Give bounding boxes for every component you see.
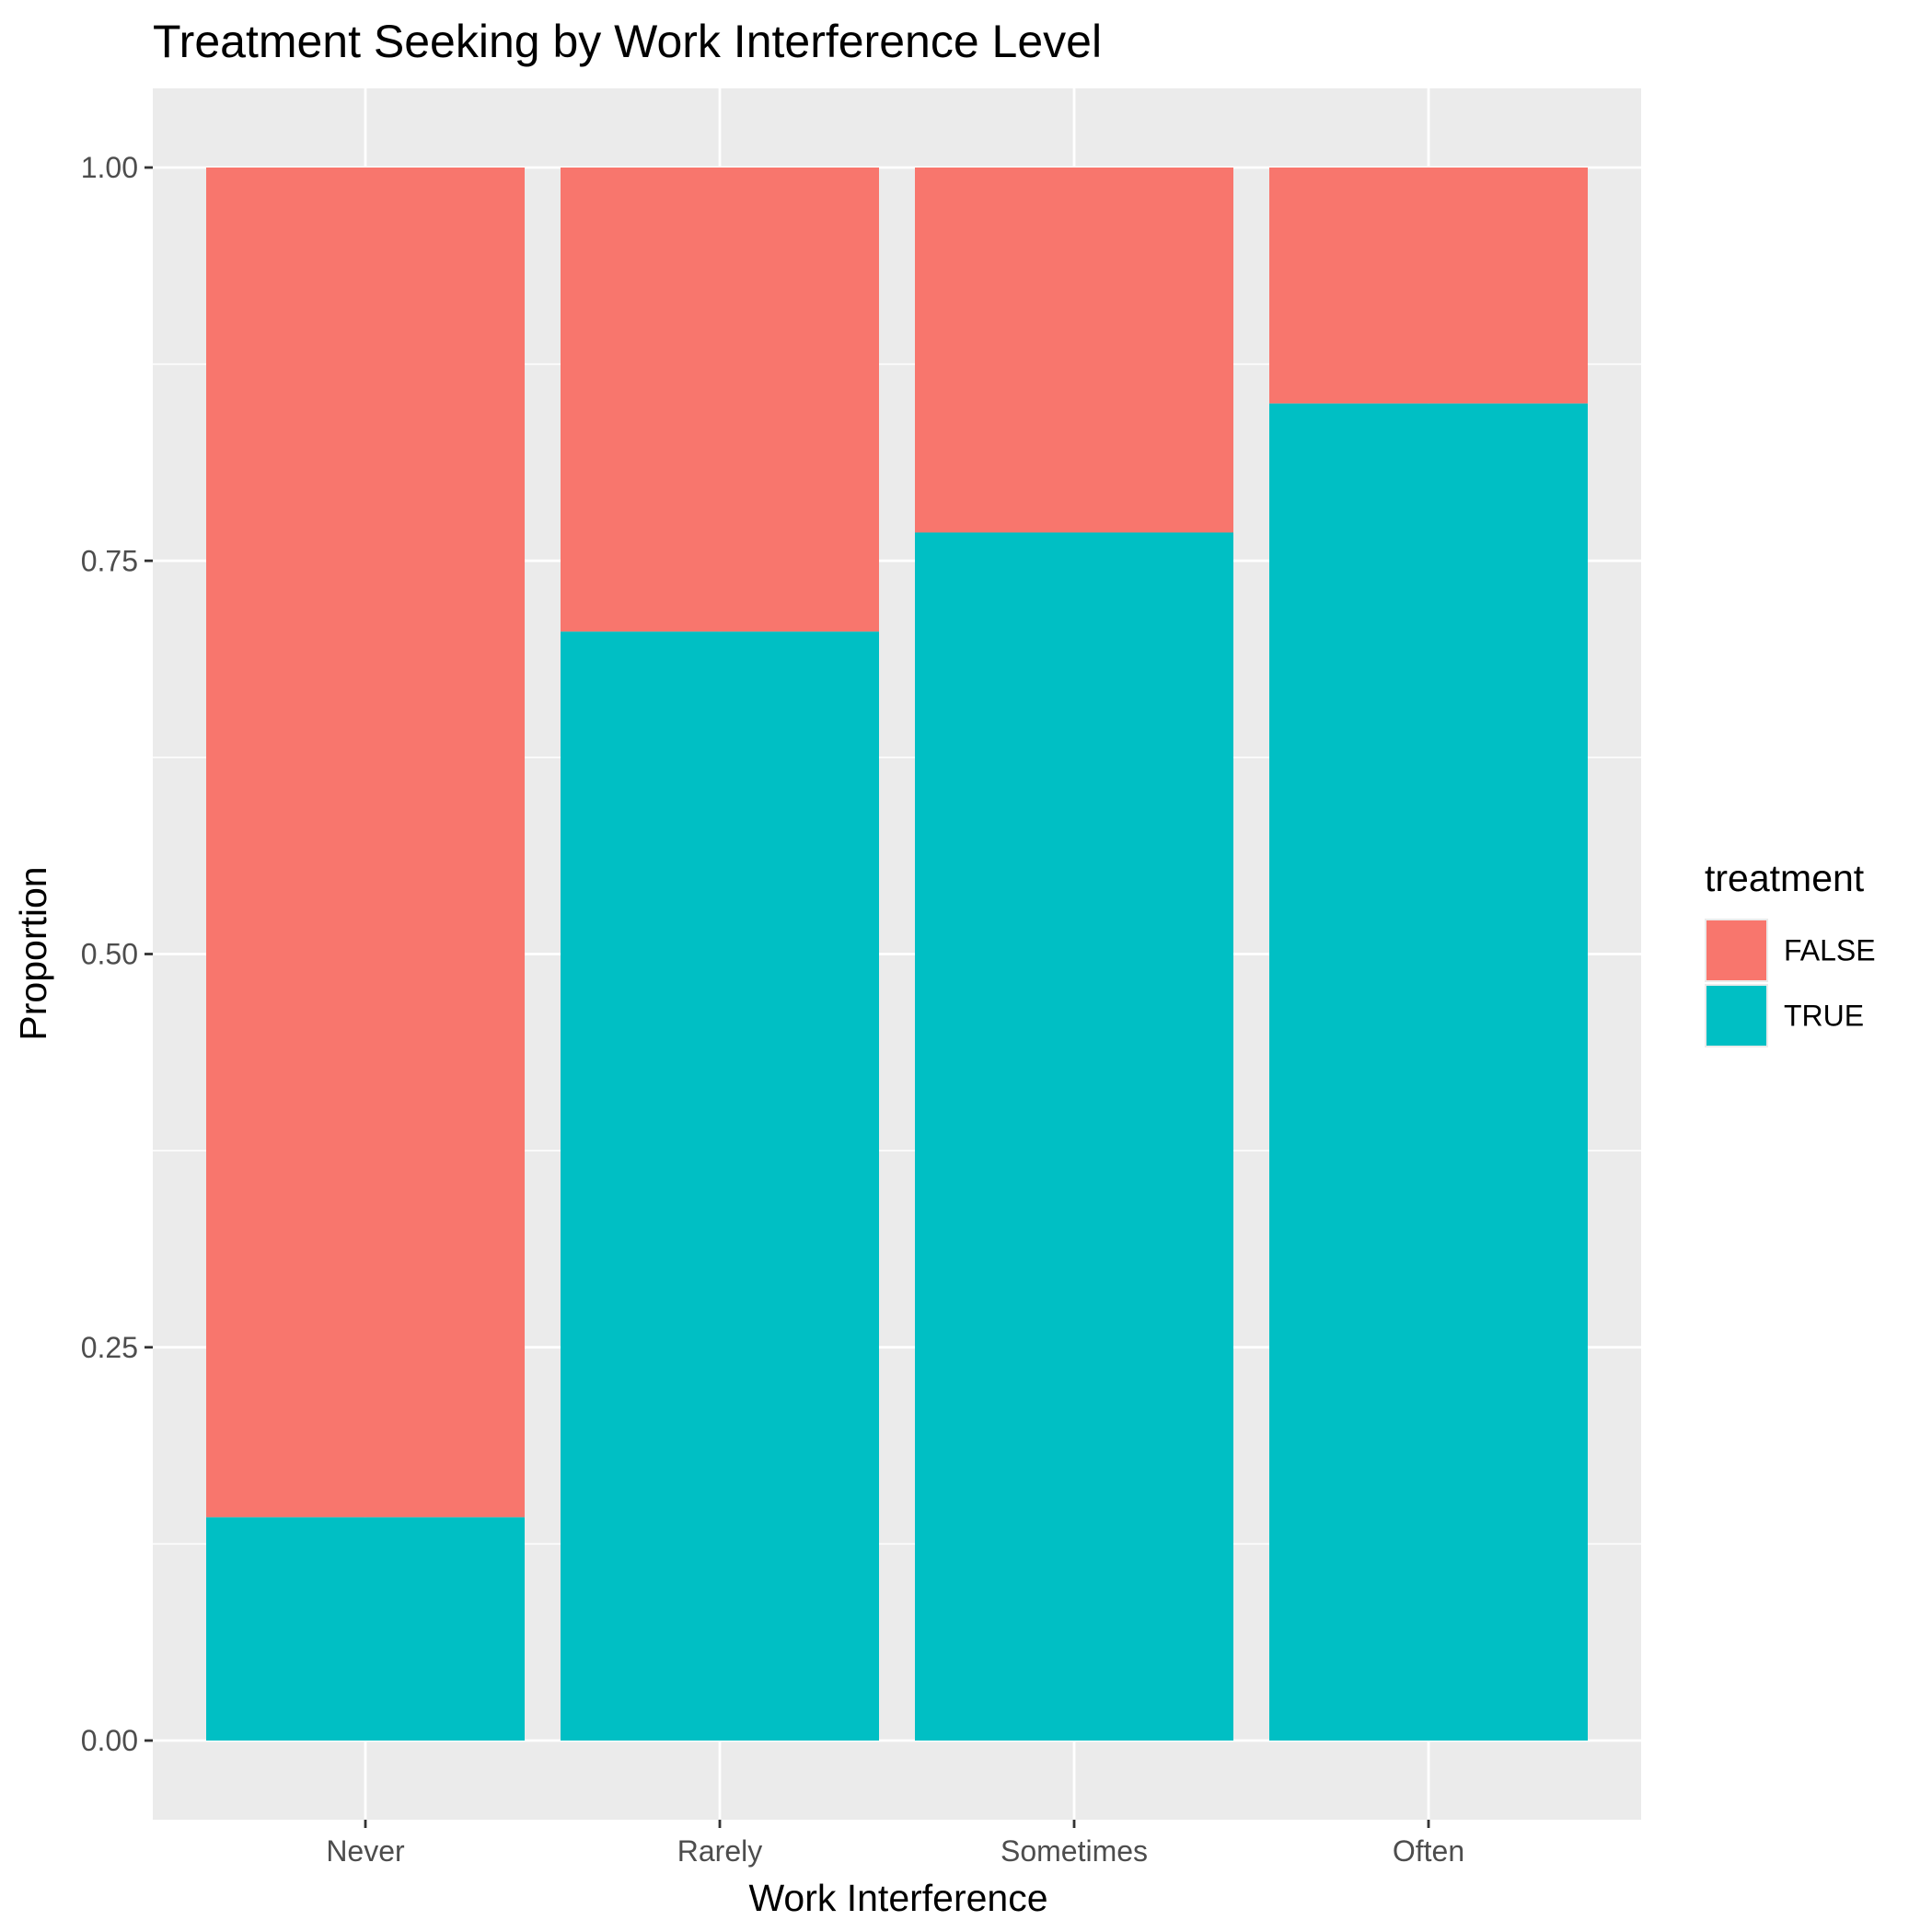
y-tick-label: 0.00	[81, 1724, 138, 1757]
y-axis-title: Proportion	[12, 866, 54, 1040]
bars-group	[206, 168, 1588, 1741]
y-tick-label: 0.50	[81, 938, 138, 971]
x-tick-label: Sometimes	[1001, 1834, 1148, 1868]
bar-rarely-true	[561, 631, 879, 1741]
y-tick-label: 0.75	[81, 544, 138, 577]
x-axis-title: Work Interference	[748, 1877, 1047, 1919]
bar-never-true	[206, 1517, 525, 1741]
bar-never-false	[206, 168, 525, 1518]
y-axis: 0.00 0.25 0.50 0.75 1.00	[81, 151, 153, 1757]
chart-title: Treatment Seeking by Work Interference L…	[153, 16, 1102, 67]
legend: treatment FALSE TRUE	[1705, 857, 1876, 1047]
bar-often-false	[1269, 168, 1588, 404]
bar-rarely-false	[561, 168, 879, 632]
x-tick-label: Often	[1393, 1834, 1464, 1868]
y-tick-label: 1.00	[81, 151, 138, 184]
y-tick-label: 0.25	[81, 1331, 138, 1364]
x-axis: Never Rarely Sometimes Often	[326, 1820, 1464, 1868]
x-tick-label: Never	[326, 1834, 405, 1868]
legend-label-false: FALSE	[1784, 934, 1876, 967]
legend-title: treatment	[1705, 857, 1865, 899]
legend-swatch-true	[1706, 986, 1766, 1046]
bar-sometimes-false	[915, 168, 1233, 533]
bar-sometimes-true	[915, 532, 1233, 1741]
legend-swatch-false	[1706, 920, 1766, 980]
x-tick-label: Rarely	[677, 1834, 762, 1868]
legend-label-true: TRUE	[1784, 1000, 1864, 1033]
bar-often-true	[1269, 403, 1588, 1741]
